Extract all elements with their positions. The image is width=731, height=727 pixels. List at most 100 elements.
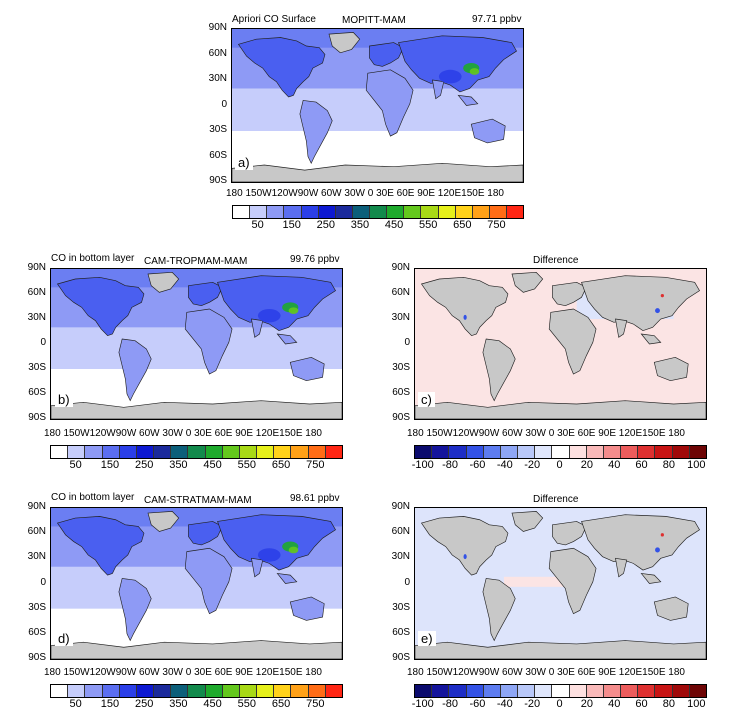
- continent-india: [432, 79, 445, 100]
- colorbar-tick-label: 60: [635, 459, 648, 471]
- colorbar-tick-label: 20: [580, 698, 593, 710]
- colorbar-a-labels: 50 150 250 350 450 550 650 750: [232, 219, 522, 233]
- colorbar-swatch: [257, 685, 275, 697]
- continent-india: [615, 557, 628, 578]
- colorbar-tick-label: 550: [418, 219, 438, 231]
- continent-europe: [188, 281, 223, 307]
- continent-southAmerica: [118, 338, 152, 402]
- colorbar-tick-label: -20: [524, 698, 541, 710]
- panel-d-right-title: 98.61 ppbv: [290, 493, 340, 504]
- colorbar-swatch: [352, 206, 370, 218]
- ytick-label: 90S: [392, 652, 410, 663]
- colorbar-swatch: [455, 206, 473, 218]
- ytick-label: 90N: [391, 501, 410, 512]
- continent-australia: [289, 596, 325, 621]
- diff-hotspot: [660, 294, 664, 298]
- colorbar-swatch: [387, 206, 405, 218]
- colorbar-tick-label: 450: [203, 698, 222, 710]
- colorbar-c: [414, 445, 707, 459]
- colorbar-swatch: [466, 446, 484, 458]
- colorbar-swatch: [621, 685, 639, 697]
- map-svg: [51, 508, 342, 659]
- colorbar-swatch: [274, 685, 292, 697]
- colorbar-swatch: [171, 685, 189, 697]
- colorbar-tick-label: -40: [496, 698, 513, 710]
- diff-hotspot: [463, 554, 467, 560]
- ytick-label: 30S: [209, 124, 227, 135]
- co-hotspot: [257, 548, 281, 562]
- xaxis-d: 180 150W120W90W 60W 30W 0 30E 60E 90E 12…: [44, 667, 322, 678]
- ytick-label: 30N: [391, 551, 410, 563]
- colorbar-c-labels: -100 -80 -60 -40 -20 0 20 40 60 80 100: [411, 459, 706, 473]
- ytick-label: 60N: [391, 526, 410, 538]
- colorbar-tick-label: 450: [384, 219, 404, 231]
- colorbar-swatch: [655, 446, 673, 458]
- panel-a-left-title: Apriori CO Surface: [232, 14, 316, 25]
- continent-southAmerica: [118, 578, 152, 642]
- colorbar-tick-label: 350: [169, 698, 188, 710]
- continent-seAsia: [640, 333, 662, 345]
- continent-africa: [184, 547, 233, 615]
- colorbar-swatch: [586, 685, 604, 697]
- map-svg: [415, 508, 706, 659]
- colorbar-swatch: [489, 206, 507, 218]
- colorbar-tick-label: 80: [662, 698, 676, 710]
- colorbar-swatch: [507, 206, 524, 218]
- colorbar-swatch: [171, 446, 189, 458]
- colorbar-swatch: [500, 446, 519, 458]
- colorbar-swatch: [233, 206, 251, 218]
- colorbar-swatch: [638, 446, 656, 458]
- colorbar-tick-label: -80: [442, 698, 459, 710]
- ytick-label: 90N: [27, 262, 46, 273]
- colorbar-swatch: [274, 446, 292, 458]
- panel-a-center-title: MOPITT-MAM: [342, 15, 406, 26]
- co-hotspot: [288, 307, 299, 314]
- map-svg: [415, 269, 706, 419]
- continent-australia: [653, 596, 689, 621]
- colorbar-swatch: [672, 685, 690, 697]
- ytick-label: 60N: [27, 526, 46, 538]
- ytick-label: 0: [404, 337, 410, 348]
- colorbar-swatch: [569, 685, 587, 697]
- colorbar-tick-label: -40: [496, 459, 513, 471]
- colorbar-a: [232, 205, 524, 219]
- colorbar-b-labels: 50 150 250 350 450 550 650 750: [50, 459, 341, 473]
- continent-greenland: [511, 511, 544, 532]
- panel-a-letter: a): [235, 155, 253, 170]
- continent-northAmerica: [56, 276, 145, 337]
- colorbar-swatch: [267, 206, 285, 218]
- ytick-label: 30N: [27, 551, 46, 563]
- colorbar-swatch: [638, 685, 656, 697]
- colorbar-swatch: [250, 206, 268, 218]
- colorbar-swatch: [102, 685, 120, 697]
- colorbar-tick-label: 250: [134, 459, 154, 471]
- colorbar-swatch: [415, 685, 433, 697]
- xaxis-c: 180 150W120W90W 60W 30W 0 30E 60E 90E 12…: [407, 428, 685, 439]
- colorbar-swatch: [239, 685, 258, 697]
- map-a: [231, 28, 524, 183]
- ytick-label: 0: [404, 576, 410, 588]
- colorbar-tick-label: 50: [251, 219, 264, 231]
- colorbar-tick-label: 50: [69, 459, 82, 471]
- colorbar-d: [50, 684, 343, 698]
- co-hotspot: [469, 68, 480, 75]
- panel-c-letter: c): [418, 392, 435, 407]
- colorbar-tick-label: -100: [411, 459, 434, 471]
- continent-antarctica: [51, 400, 342, 419]
- ytick-label: 60S: [392, 387, 410, 398]
- colorbar-tick-label: 40: [608, 698, 621, 710]
- colorbar-tick-label: 350: [350, 219, 370, 231]
- colorbar-swatch: [552, 446, 570, 458]
- colorbar-swatch: [85, 685, 103, 697]
- colorbar-tick-label: -60: [469, 698, 486, 710]
- colorbar-swatch: [119, 685, 137, 697]
- colorbar-swatch: [689, 446, 706, 458]
- colorbar-swatch: [603, 685, 622, 697]
- continent-antarctica: [51, 640, 342, 659]
- colorbar-swatch: [483, 685, 501, 697]
- panel-a-right-title: 97.71 ppbv: [472, 14, 522, 25]
- colorbar-swatch: [284, 206, 302, 218]
- colorbar-tick-label: -100: [411, 698, 434, 710]
- ytick-label: 30N: [27, 312, 46, 323]
- diff-hotspot: [463, 314, 467, 320]
